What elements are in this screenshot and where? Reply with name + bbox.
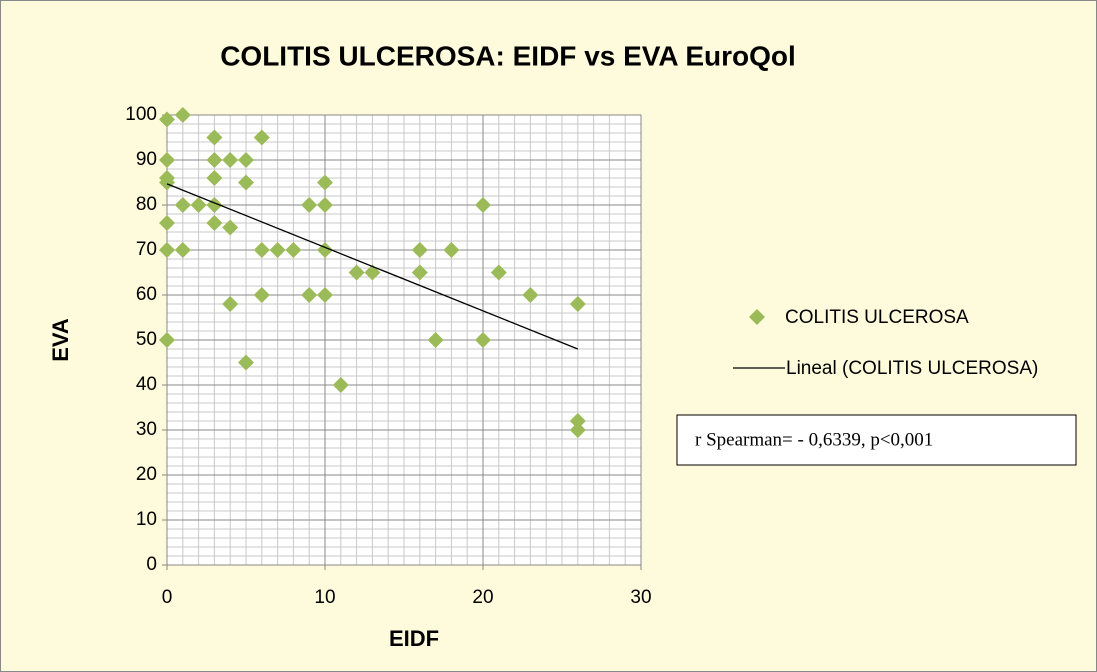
- point: [159, 215, 175, 231]
- point: [522, 287, 539, 303]
- y-tick-label: 100: [125, 104, 157, 125]
- point: [475, 332, 491, 348]
- point: [206, 170, 223, 186]
- point: [253, 287, 270, 303]
- point: [174, 107, 191, 123]
- point: [317, 287, 333, 303]
- point: [222, 152, 239, 168]
- point: [490, 264, 507, 281]
- point: [301, 287, 318, 303]
- point: [569, 413, 586, 429]
- point: [332, 377, 349, 393]
- point: [427, 332, 444, 348]
- point: [206, 152, 223, 168]
- point: [317, 197, 333, 213]
- annotation-box: [676, 414, 1077, 466]
- point: [190, 197, 207, 213]
- point: [301, 197, 318, 213]
- point: [159, 152, 175, 168]
- point: [269, 242, 286, 258]
- point: [253, 129, 270, 146]
- legend-label: COLITIS ULCEROSA: [785, 307, 969, 328]
- y-tick-label: 90: [136, 149, 157, 170]
- y-tick-label: 0: [146, 554, 157, 575]
- trendline: [166, 183, 579, 350]
- point: [411, 242, 428, 258]
- point: [159, 332, 175, 348]
- point: [569, 296, 586, 312]
- y-tick-label: 20: [136, 464, 157, 485]
- point: [475, 197, 491, 213]
- point: [174, 242, 191, 258]
- y-tick-label: 60: [136, 284, 157, 305]
- point: [238, 152, 254, 168]
- x-tick-label: 0: [162, 587, 173, 608]
- y-axis-label: EVA: [48, 318, 73, 362]
- annotation: r Spearman= - 0,6339, p<0,001: [695, 429, 933, 450]
- y-tick-label: 40: [136, 374, 157, 395]
- point: [222, 296, 239, 312]
- point: [159, 174, 175, 191]
- point: [206, 215, 223, 231]
- legend-marker: [749, 309, 765, 325]
- chart-title: COLITIS ULCEROSA: EIDF vs EVA EuroQol: [220, 40, 796, 71]
- y-tick-label: 70: [136, 239, 157, 260]
- point: [159, 111, 175, 128]
- point: [569, 422, 586, 438]
- point: [443, 242, 460, 258]
- legend-label: Lineal (COLITIS ULCEROSA): [786, 358, 1038, 379]
- point: [317, 174, 333, 191]
- y-tick-label: 50: [136, 329, 157, 350]
- point: [206, 129, 223, 146]
- y-tick-label: 80: [136, 194, 157, 215]
- point: [222, 219, 239, 236]
- point: [238, 354, 254, 371]
- y-tick-label: 10: [136, 509, 157, 530]
- x-axis-label: EIDF: [389, 626, 439, 651]
- point: [348, 264, 365, 281]
- x-tick-label: 10: [314, 587, 335, 608]
- x-tick-label: 30: [630, 587, 651, 608]
- y-tick-label: 30: [136, 419, 157, 440]
- x-tick-label: 20: [472, 587, 493, 608]
- point: [411, 264, 428, 281]
- point: [238, 174, 254, 191]
- point: [174, 197, 191, 213]
- point: [159, 242, 175, 258]
- point: [285, 242, 302, 258]
- point: [253, 242, 270, 258]
